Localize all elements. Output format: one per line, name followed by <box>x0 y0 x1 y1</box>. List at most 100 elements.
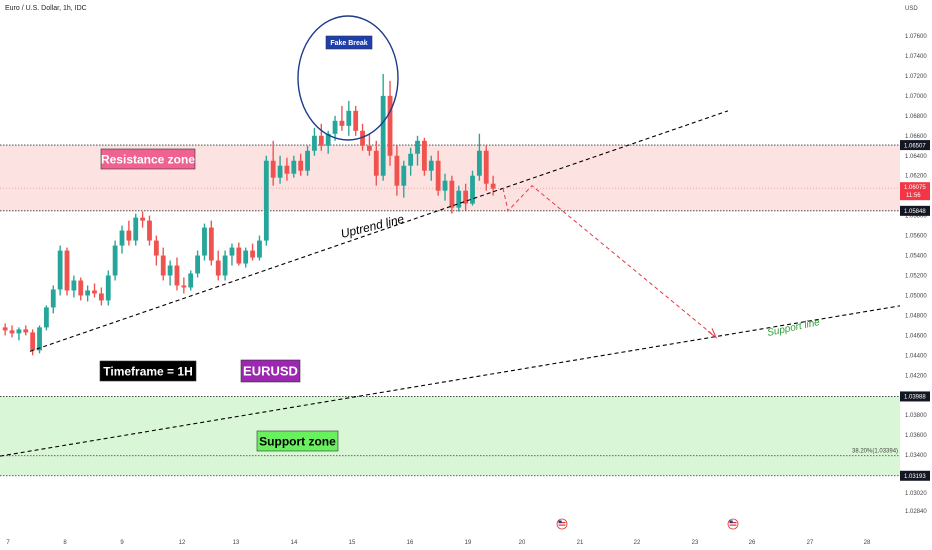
y-tick-label: 1.03600 <box>905 433 927 439</box>
y-tick-label: 1.02840 <box>905 509 927 515</box>
candle-63 <box>435 150 441 196</box>
symbol-label: EURUSD <box>240 359 301 383</box>
y-tick-label: 1.05200 <box>905 274 927 280</box>
candle-36 <box>250 243 255 261</box>
candle-35 <box>243 247 249 268</box>
y-tick-label: 1.05000 <box>905 293 927 299</box>
candle-51 <box>353 105 359 136</box>
candle-57 <box>394 145 400 196</box>
svg-text:Support zone: Support zone <box>259 434 336 448</box>
candle-41 <box>284 157 290 181</box>
price-mark-box-1 <box>900 205 930 216</box>
us-flag-event-icon[interactable] <box>727 518 739 530</box>
svg-text:Timeframe = 1H: Timeframe = 1H <box>103 364 193 378</box>
candle-0 <box>2 323 8 336</box>
current-price-box <box>900 182 930 201</box>
candle-58 <box>401 160 407 198</box>
x-tick-label: 8 <box>63 540 67 546</box>
current-price-label: 1.06075 <box>904 185 926 191</box>
candle-66 <box>456 185 462 212</box>
x-tick-label: 14 <box>291 540 298 546</box>
x-tick-label: 16 <box>407 540 414 546</box>
candle-13 <box>92 283 97 298</box>
x-tick-label: 13 <box>233 540 240 546</box>
candle-48 <box>332 115 338 141</box>
x-tick-label: 19 <box>465 540 472 546</box>
projection-arrowhead <box>707 328 718 339</box>
y-tick-label: 1.05800 <box>905 214 927 220</box>
x-tick-label: 9 <box>120 540 124 546</box>
candles-layer <box>2 73 496 356</box>
candle-54 <box>373 140 379 186</box>
candle-22 <box>153 235 159 266</box>
candle-24 <box>167 260 173 286</box>
candle-44 <box>305 145 310 176</box>
candle-18 <box>126 220 132 246</box>
price-mark-label: 1.05848 <box>904 209 926 215</box>
price-mark-box-2 <box>900 391 930 402</box>
svg-text:Resistance zone: Resistance zone <box>101 152 195 166</box>
svg-text:Fake Break: Fake Break <box>330 40 367 47</box>
x-tick-label: 26 <box>749 540 756 546</box>
y-tick-label: 1.04600 <box>905 333 927 339</box>
candle-11 <box>78 277 84 301</box>
y-tick-label: 1.07600 <box>905 34 927 40</box>
candle-14 <box>98 287 104 306</box>
x-tick-label: 27 <box>807 540 814 546</box>
chart-title: Euro / U.S. Dollar, 1h, IDC <box>5 5 87 12</box>
candle-17 <box>119 225 125 254</box>
candle-37 <box>257 235 262 261</box>
fib-label: 38.20%(1.03394) <box>852 449 898 455</box>
lines-layer <box>0 15 901 457</box>
labels-layer: 38.20%(1.03394) Euro / U.S. Dollar, 1h, I… <box>5 5 898 455</box>
candle-46 <box>318 123 324 151</box>
candle-60 <box>415 135 420 166</box>
y-tick-label: 1.03020 <box>905 491 927 497</box>
price-mark-label: 1.03193 <box>904 474 926 480</box>
y-tick-label: 1.04800 <box>905 313 927 319</box>
y-tick-label: 1.07200 <box>905 74 927 80</box>
x-tick-label: 20 <box>519 540 526 546</box>
y-tick-label: 1.07000 <box>905 94 927 100</box>
candle-28 <box>195 250 200 278</box>
y-tick-label: 1.05400 <box>905 254 927 260</box>
candle-16 <box>112 240 118 281</box>
candle-23 <box>160 247 166 281</box>
candle-33 <box>229 243 235 266</box>
zone-1 <box>0 396 900 476</box>
candle-65 <box>449 175 455 214</box>
candle-12 <box>85 285 91 302</box>
candle-64 <box>442 173 448 201</box>
x-tick-label: 15 <box>349 540 356 546</box>
candle-34 <box>236 242 242 266</box>
y-tick-label: 1.06800 <box>905 114 927 120</box>
candle-50 <box>346 100 352 136</box>
price-mark-box-3 <box>900 470 930 481</box>
timeframe-label: Timeframe = 1H <box>99 360 197 382</box>
y-tick-label: 1.03800 <box>905 413 927 419</box>
us-flag-event-icon[interactable] <box>556 518 568 530</box>
candle-3 <box>23 325 29 336</box>
x-tick-label: 21 <box>577 540 584 546</box>
candle-62 <box>428 155 434 181</box>
candle-49 <box>339 105 345 131</box>
support-line-label: Support line <box>766 317 821 339</box>
y-tick-label: 1.05600 <box>905 234 927 240</box>
candle-1 <box>9 325 15 338</box>
candle-71 <box>490 175 496 196</box>
x-tick-label: 12 <box>179 540 186 546</box>
candle-55 <box>380 73 386 181</box>
candle-6 <box>43 305 49 331</box>
candle-27 <box>188 270 194 291</box>
price-mark-label: 1.06507 <box>904 143 926 149</box>
candle-19 <box>133 213 139 246</box>
candle-8 <box>57 245 63 296</box>
candle-31 <box>215 250 221 281</box>
x-tick-label: 23 <box>692 540 699 546</box>
fake-break-circle <box>297 15 399 141</box>
candle-43 <box>298 153 304 176</box>
x-tick-label: 22 <box>634 540 641 546</box>
candle-59 <box>408 147 414 176</box>
y-tick-label: 1.06600 <box>905 134 927 140</box>
candle-15 <box>105 270 111 306</box>
